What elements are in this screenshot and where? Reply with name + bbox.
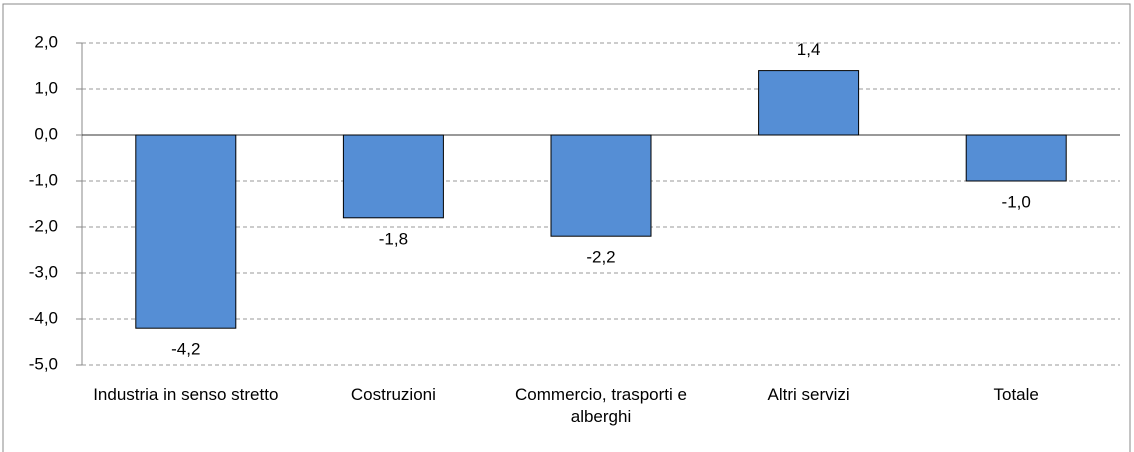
chart-frame — [2, 3, 1131, 452]
y-tick-label: 0,0 — [34, 124, 58, 143]
x-tick-label: Totale — [993, 385, 1039, 404]
y-tick-label: 2,0 — [34, 32, 58, 51]
data-label: -2,2 — [586, 248, 615, 267]
bar — [342, 134, 444, 219]
y-tick-label: -3,0 — [29, 262, 58, 281]
data-label: -4,2 — [171, 340, 200, 359]
y-tick-label: -4,0 — [29, 308, 58, 327]
bar — [758, 70, 860, 136]
bar — [965, 134, 1067, 182]
y-tick-label: -1,0 — [29, 170, 58, 189]
x-tick-label: Costruzioni — [350, 385, 436, 404]
data-label: 1,4 — [797, 40, 821, 59]
data-label: -1,0 — [1002, 192, 1031, 211]
x-tick-label: Commercio, trasporti e alberghi — [515, 385, 687, 426]
x-tick-label: Altri servizi — [767, 385, 850, 404]
y-tick-label: -5,0 — [29, 354, 58, 373]
data-label: -1,8 — [379, 229, 408, 248]
y-tick-label: -2,0 — [29, 216, 58, 235]
y-tick-label: 1,0 — [34, 78, 58, 97]
x-tick-label: Industria in senso stretto — [93, 385, 279, 404]
bar — [550, 134, 652, 237]
bar — [135, 134, 237, 329]
